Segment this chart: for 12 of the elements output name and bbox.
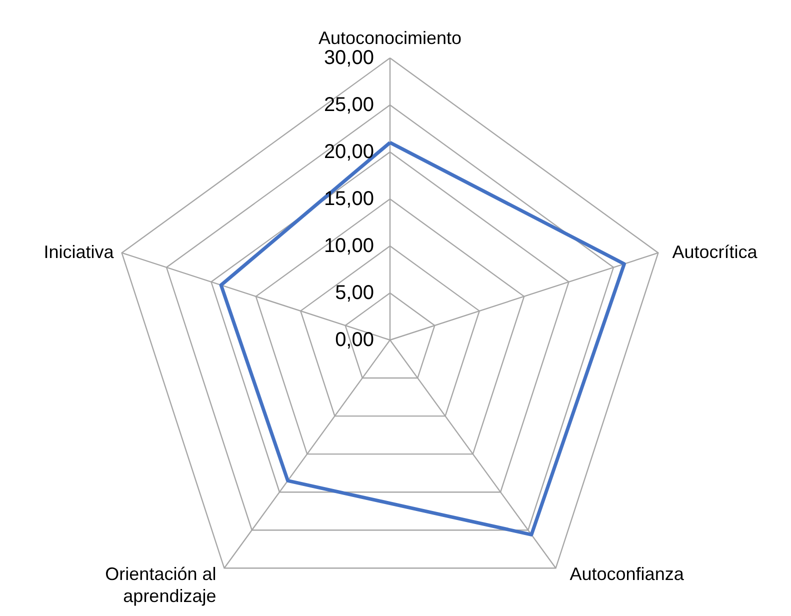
spoke-label: Autoconfianza [570,564,685,584]
y-tick-label: 15,00 [324,188,374,210]
spoke-label: Autocrítica [672,242,758,262]
y-tick-label: 25,00 [324,94,374,116]
spoke-label: Orientación al aprendizaje [105,564,216,606]
y-tick-label: 20,00 [324,141,374,163]
y-tick-label: 10,00 [324,235,374,257]
spoke-label: Autoconocimiento [318,28,462,48]
spoke-label: Iniciativa [44,242,115,262]
y-tick-label: 5,00 [335,282,374,304]
y-tick-label: 30,00 [324,47,374,69]
y-tick-label: 0,00 [335,329,374,351]
